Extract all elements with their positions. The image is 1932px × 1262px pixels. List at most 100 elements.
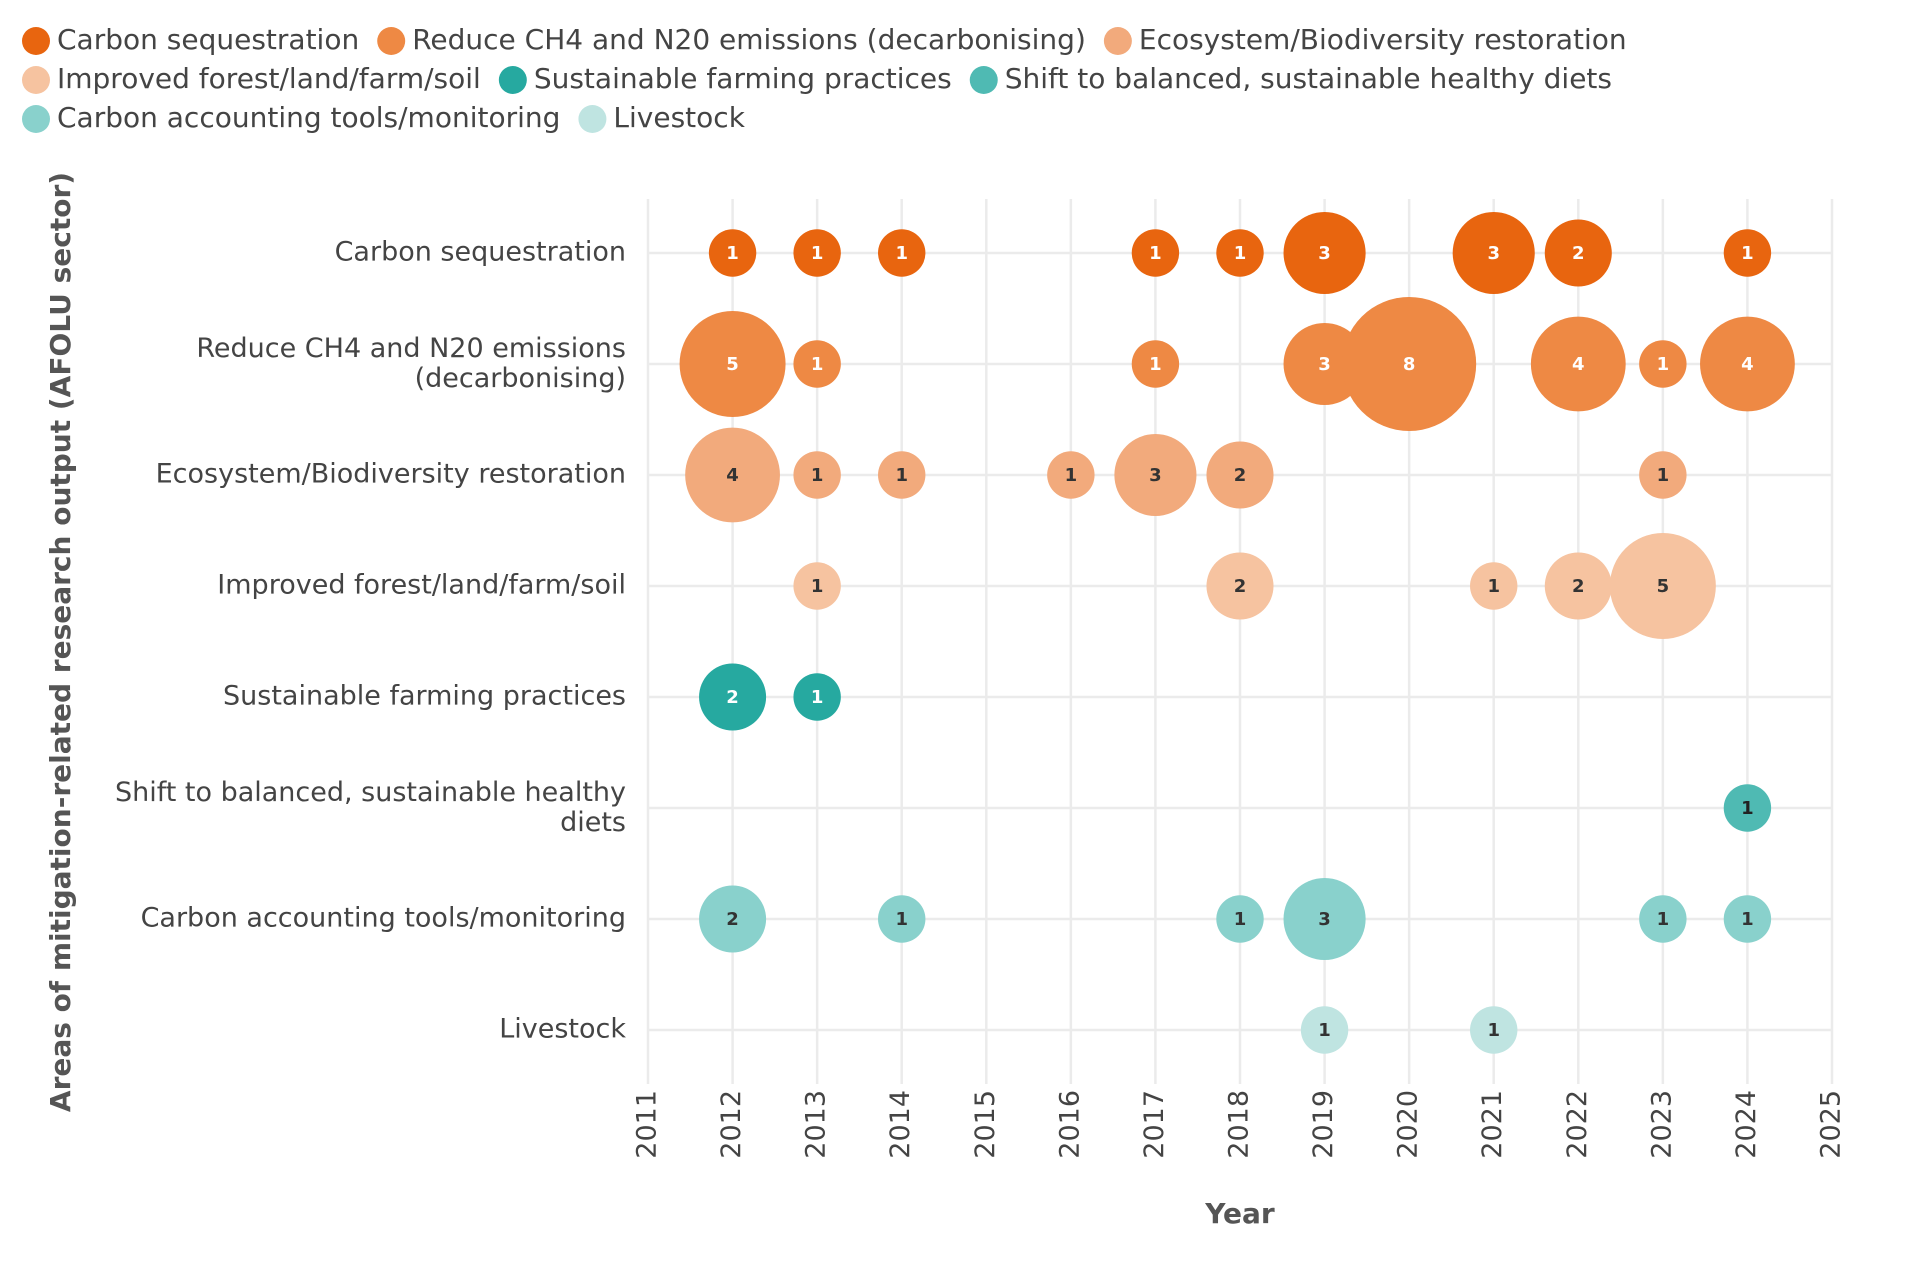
bubble-label: 1 xyxy=(1741,798,1754,819)
bubble-label: 1 xyxy=(726,243,739,264)
bubble xyxy=(1700,316,1795,412)
x-tick-label: 2020 xyxy=(1393,1090,1424,1159)
bubble-label: 1 xyxy=(1149,243,1162,264)
bubble xyxy=(1131,229,1180,277)
x-tick-label: 2023 xyxy=(1646,1090,1677,1159)
legend-swatch xyxy=(22,105,50,133)
bubble-label: 1 xyxy=(811,243,824,264)
bubble xyxy=(1530,316,1626,412)
bubble xyxy=(1216,895,1264,943)
legend-swatch xyxy=(1103,27,1132,55)
bubble xyxy=(1470,562,1518,610)
x-tick-label: 2019 xyxy=(1308,1090,1339,1159)
bubble-label: 8 xyxy=(1403,354,1416,375)
bubble xyxy=(1206,441,1274,509)
bubble-label: 3 xyxy=(1318,243,1331,264)
bubble xyxy=(878,451,926,499)
bubble-label: 2 xyxy=(1572,576,1585,597)
bubble xyxy=(1544,219,1612,287)
bubble xyxy=(708,229,757,277)
legend-swatch xyxy=(498,66,527,94)
bubble-label: 1 xyxy=(1741,909,1754,930)
bubble-label: 3 xyxy=(1318,909,1331,930)
legend-item: Ecosystem/Biodiversity restoration xyxy=(1103,23,1627,56)
bubble xyxy=(1639,895,1687,943)
y-tick-label: Carbon sequestration xyxy=(335,237,626,268)
bubble xyxy=(1047,451,1095,499)
bubble xyxy=(1723,229,1772,277)
bubble xyxy=(699,885,767,953)
bubble xyxy=(679,311,786,417)
legend-label: Carbon accounting tools/monitoring xyxy=(57,101,560,134)
x-tick-label: 2011 xyxy=(632,1090,663,1159)
bubble-label: 1 xyxy=(895,465,908,486)
legend-label: Livestock xyxy=(613,101,745,134)
legend-label: Ecosystem/Biodiversity restoration xyxy=(1139,23,1627,56)
bubble-label: 1 xyxy=(895,243,908,264)
bubble xyxy=(1206,552,1274,620)
x-tick-label: 2024 xyxy=(1731,1090,1762,1159)
legend-label: Improved forest/land/farm/soil xyxy=(57,62,481,95)
y-tick-label: Sustainable farming practices xyxy=(223,681,626,712)
bubble-label: 2 xyxy=(1572,243,1585,264)
bubble-label: 1 xyxy=(1065,465,1078,486)
legend-label: Carbon sequestration xyxy=(57,23,359,56)
bubble-label: 1 xyxy=(1487,576,1500,597)
bubble-label: 1 xyxy=(895,909,908,930)
legend-item: Carbon sequestration xyxy=(22,23,359,56)
bubble xyxy=(1300,1006,1349,1054)
bubble xyxy=(1452,211,1535,295)
bubble xyxy=(1639,340,1687,388)
legend-swatch xyxy=(22,27,50,55)
bubble-label: 1 xyxy=(1657,354,1670,375)
x-tick-label: 2014 xyxy=(885,1090,916,1159)
legend-label: Sustainable farming practices xyxy=(534,62,952,95)
y-tick-label: Ecosystem/Biodiversity restoration xyxy=(156,459,626,490)
bubble-label: 1 xyxy=(1234,243,1247,264)
bubble xyxy=(1342,296,1477,432)
bubble-label: 4 xyxy=(1572,354,1585,375)
legend-item: Carbon accounting tools/monitoring xyxy=(22,101,560,134)
y-axis-title: Areas of mitigation-related research out… xyxy=(44,172,77,1112)
bubble xyxy=(1639,451,1687,499)
bubble xyxy=(1283,211,1366,295)
x-tick-label: 2025 xyxy=(1816,1090,1847,1159)
bubble xyxy=(1723,895,1772,943)
bubble-label: 1 xyxy=(1741,243,1754,264)
bubble-label: 3 xyxy=(1318,354,1331,375)
x-tick-label: 2016 xyxy=(1054,1090,1085,1159)
bubble xyxy=(1470,1006,1518,1054)
bubble-label: 5 xyxy=(726,354,739,375)
y-tick-label: Livestock xyxy=(499,1014,626,1045)
bubble-label: 1 xyxy=(811,465,824,486)
legend-item: Shift to balanced, sustainable healthy d… xyxy=(969,62,1612,95)
bubble xyxy=(1723,784,1772,832)
bubble-label: 1 xyxy=(1234,909,1247,930)
x-tick-label: 2021 xyxy=(1477,1090,1508,1159)
bubble-label: 1 xyxy=(1149,354,1162,375)
legend-item: Livestock xyxy=(578,101,746,134)
bubble-label: 2 xyxy=(1234,465,1247,486)
bubble-label: 1 xyxy=(811,687,824,708)
bubble-label: 4 xyxy=(726,465,739,486)
legend-swatch xyxy=(578,105,607,133)
bubble xyxy=(1283,877,1366,961)
bubble xyxy=(1609,533,1716,639)
bubble-label: 1 xyxy=(1487,1020,1500,1041)
x-tick-label: 2013 xyxy=(801,1090,832,1159)
x-tick-label: 2018 xyxy=(1224,1090,1255,1159)
bubble-label: 1 xyxy=(1657,465,1670,486)
x-tick-label: 2015 xyxy=(970,1090,1001,1159)
bubble xyxy=(793,340,841,388)
bubble xyxy=(1114,433,1197,517)
y-tick-label: Reduce CH4 and N20 emissions (decarbonisi… xyxy=(196,333,626,394)
bubble-label: 1 xyxy=(1657,909,1670,930)
x-tick-label: 2012 xyxy=(716,1090,747,1159)
bubble-label: 4 xyxy=(1741,354,1754,375)
bubble-label: 2 xyxy=(726,687,739,708)
bubble xyxy=(1216,229,1264,277)
bubble-label: 2 xyxy=(726,909,739,930)
legend-swatch xyxy=(22,66,50,94)
legend-label: Reduce CH4 and N20 emissions (decarbonis… xyxy=(412,23,1086,56)
